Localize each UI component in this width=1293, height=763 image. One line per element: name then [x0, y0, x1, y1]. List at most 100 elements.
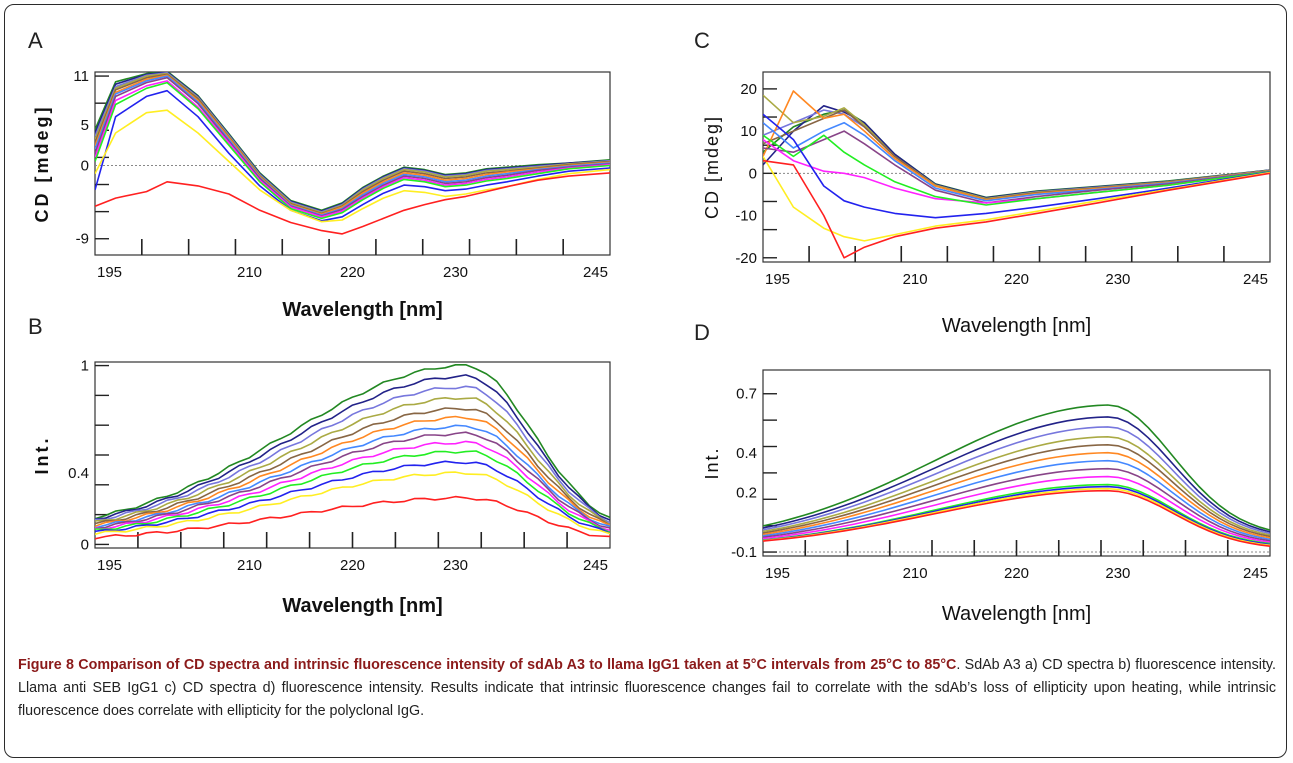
x-tick-label: 220: [1004, 271, 1029, 288]
figure-caption: Figure 8 Comparison of CD spectra and in…: [18, 654, 1276, 723]
y-tick-label: 0: [749, 165, 757, 182]
series-line-6: [95, 431, 610, 529]
x-tick-label: 230: [1105, 271, 1130, 288]
y-axis-label: CD [mdeg]: [702, 115, 722, 219]
y-tick-label: 0.4: [736, 445, 757, 462]
panel-a-chart: A 195 210 220 230 245 11 5 0 -9 Wavelength [nm] CD …: [28, 28, 611, 321]
caption-title: Figure 8 Comparison of CD spectra and in…: [18, 657, 957, 673]
series-line-12: [95, 374, 610, 521]
y-tick-label: -9: [76, 231, 89, 248]
x-axis-label: Wavelength [nm]: [942, 315, 1091, 337]
series-line-6: [763, 130, 1270, 204]
panel-letter: A: [28, 28, 43, 53]
x-tick-label: 210: [903, 565, 928, 582]
y-tick-label: 0.4: [68, 465, 89, 482]
x-tick-label: 230: [443, 264, 468, 281]
y-axis-label: Int.: [702, 446, 722, 479]
series-line-7: [95, 75, 610, 216]
y-tick-label: 0: [81, 536, 89, 553]
series-line-11: [95, 385, 610, 524]
y-tick-label: 1: [81, 358, 89, 375]
x-tick-label: 220: [340, 264, 365, 281]
series-line-12: [763, 416, 1270, 533]
y-tick-label: -20: [735, 250, 757, 267]
plot-frame: [762, 369, 1271, 557]
series-line-3: [95, 460, 610, 535]
series-line-4: [763, 134, 1270, 206]
figure-frame: [4, 4, 1287, 758]
series-line-11: [763, 426, 1270, 535]
series-line-3: [763, 113, 1270, 219]
x-axis-label: Wavelength [nm]: [942, 603, 1091, 625]
y-tick-label: -10: [735, 208, 757, 225]
x-tick-label: 230: [443, 557, 468, 574]
panel-c-chart: C 195 210 220 230 245 20 10 0 -10 -20 Wavelength [n…: [694, 28, 1271, 337]
figure-charts: A 195 210 220 230 245 11 5 0 -9 Wavelength [nm] CD …: [28, 28, 1271, 625]
series-line-7: [95, 424, 610, 529]
plot-frame: [94, 71, 611, 256]
series-line-5: [95, 80, 610, 218]
x-tick-label: 210: [237, 557, 262, 574]
caption-body: . SdAb A3 a) CD spectra b) fluorescence …: [18, 657, 1276, 719]
y-tick-label: 0.2: [736, 485, 757, 502]
series-line-5: [763, 475, 1270, 543]
y-tick-label: 20: [740, 81, 757, 98]
x-tick-label: 230: [1105, 565, 1130, 582]
series-group: [763, 404, 1270, 547]
panel-letter: B: [28, 314, 43, 339]
x-tick-label: 245: [583, 264, 608, 281]
y-tick-label: 11: [73, 68, 89, 85]
series-line-9: [95, 73, 610, 215]
series-line-7: [763, 459, 1270, 541]
series-line-1: [95, 495, 610, 540]
panel-letter: C: [694, 28, 710, 53]
x-tick-label: 195: [97, 557, 122, 574]
y-axis-label: CD [mdeg]: [32, 105, 52, 223]
series-line-13: [763, 404, 1270, 531]
series-line-8: [95, 415, 610, 528]
series-line-3: [95, 89, 610, 222]
series-line-2: [763, 155, 1270, 242]
x-tick-label: 220: [340, 557, 365, 574]
x-tick-label: 220: [1004, 565, 1029, 582]
x-tick-label: 210: [903, 271, 928, 288]
y-tick-label: -0.1: [731, 544, 757, 561]
x-tick-label: 210: [237, 264, 262, 281]
y-tick-label: 10: [740, 123, 757, 140]
series-line-6: [95, 76, 610, 217]
series-line-1: [763, 159, 1270, 259]
series-group: [95, 72, 610, 235]
y-tick-label: 5: [81, 117, 89, 134]
plot-frame: [762, 71, 1271, 263]
series-line-4: [95, 450, 610, 534]
series-line-8: [763, 90, 1270, 201]
series-line-6: [763, 467, 1270, 542]
series-line-9: [763, 444, 1270, 538]
panel-b-chart: B 195 210 220 230 245 1 0.4 0 Wavelength [nm] Int.: [28, 314, 611, 617]
panel-letter: D: [694, 320, 710, 345]
series-line-10: [95, 397, 610, 526]
y-tick-label: 0.7: [736, 386, 757, 403]
x-axis-label: Wavelength [nm]: [282, 595, 442, 617]
x-tick-label: 195: [765, 565, 790, 582]
x-tick-label: 195: [765, 271, 790, 288]
series-group: [763, 90, 1270, 259]
series-line-9: [95, 407, 610, 527]
series-line-8: [763, 451, 1270, 539]
series-line-1: [95, 172, 610, 235]
series-line-1: [763, 489, 1270, 547]
series-line-10: [763, 436, 1270, 536]
x-tick-label: 245: [1243, 271, 1268, 288]
series-line-8: [95, 74, 610, 216]
series-group: [95, 364, 610, 540]
y-tick-label: 0: [81, 158, 89, 175]
panel-d-chart: D 195 210 220 230 245 0.7 0.4 0.2 -0.1 Wavelength …: [694, 320, 1271, 625]
series-line-4: [95, 81, 610, 220]
x-tick-label: 245: [1243, 565, 1268, 582]
series-line-2: [95, 471, 610, 536]
x-axis-label: Wavelength [nm]: [282, 299, 442, 321]
series-line-5: [95, 440, 610, 532]
series-line-13: [95, 364, 610, 520]
x-tick-label: 245: [583, 557, 608, 574]
x-tick-label: 195: [97, 264, 122, 281]
